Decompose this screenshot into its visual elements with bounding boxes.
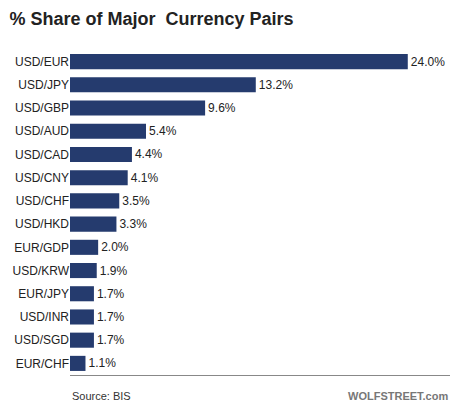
svg-text:13.2%: 13.2%: [259, 78, 293, 92]
svg-text:USD/KRW: USD/KRW: [13, 264, 70, 278]
svg-text:EUR/GDP: EUR/GDP: [14, 241, 69, 255]
svg-text:EUR/CHF: EUR/CHF: [16, 357, 69, 371]
svg-text:1.7%: 1.7%: [97, 333, 125, 347]
svg-text:9.6%: 9.6%: [208, 101, 236, 115]
svg-text:Source: BIS: Source: BIS: [72, 390, 131, 402]
svg-text:USD/EUR: USD/EUR: [15, 55, 69, 69]
svg-text:USD/AUD: USD/AUD: [15, 124, 69, 138]
svg-text:USD/CAD: USD/CAD: [15, 148, 69, 162]
svg-text:1.7%: 1.7%: [97, 287, 125, 301]
svg-text:1.7%: 1.7%: [97, 310, 125, 324]
svg-text:2.0%: 2.0%: [101, 240, 129, 254]
svg-text:3.3%: 3.3%: [119, 217, 147, 231]
svg-text:USD/GBP: USD/GBP: [15, 101, 69, 115]
svg-text:USD/CHF: USD/CHF: [16, 194, 69, 208]
svg-text:% Share of Major Currency Pai: % Share of Major Currency Pairs: [9, 9, 293, 29]
svg-text:3.5%: 3.5%: [122, 194, 150, 208]
svg-text:1.1%: 1.1%: [88, 356, 116, 370]
svg-text:WOLFSTREET.com: WOLFSTREET.com: [348, 390, 448, 402]
svg-text:5.4%: 5.4%: [149, 124, 177, 138]
svg-text:24.0%: 24.0%: [411, 55, 445, 69]
svg-text:4.4%: 4.4%: [135, 147, 163, 161]
svg-text:4.1%: 4.1%: [131, 171, 159, 185]
svg-text:USD/CNY: USD/CNY: [15, 171, 69, 185]
svg-text:1.9%: 1.9%: [100, 264, 128, 278]
svg-text:USD/SGD: USD/SGD: [14, 333, 69, 347]
svg-text:EUR/JPY: EUR/JPY: [18, 287, 69, 301]
svg-text:USD/HKD: USD/HKD: [15, 217, 69, 231]
svg-text:USD/INR: USD/INR: [20, 310, 70, 324]
svg-text:USD/JPY: USD/JPY: [18, 78, 69, 92]
